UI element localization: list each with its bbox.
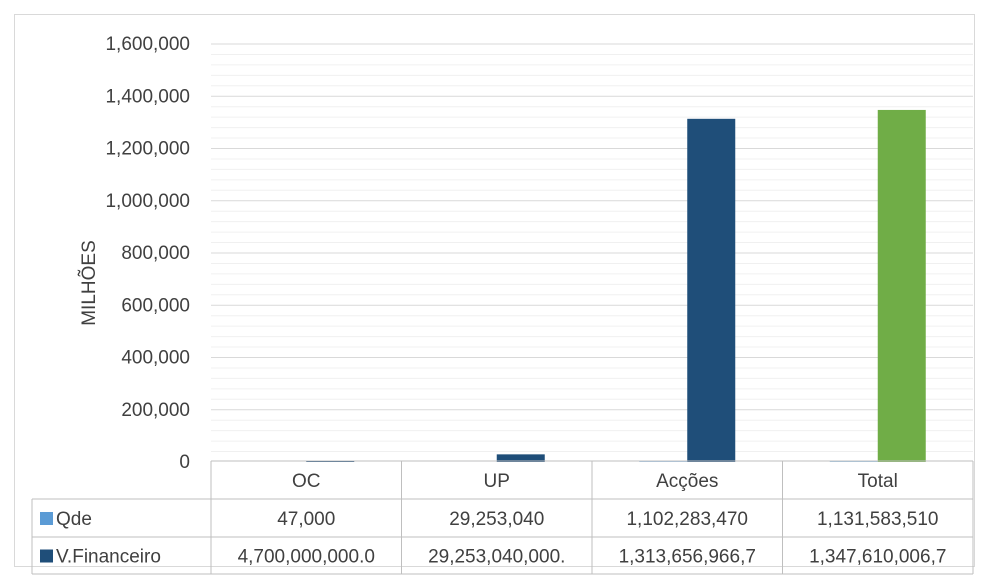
legend-label: V.Financeiro	[56, 547, 161, 568]
table-value: 1,313,656,966,7	[619, 547, 756, 568]
y-tick-label: 1,000,000	[105, 191, 190, 212]
y-tick-label: 400,000	[121, 348, 190, 369]
table-value: 4,700,000,000.0	[238, 547, 375, 568]
y-tick-label: 1,200,000	[105, 139, 190, 160]
table-value: 47,000	[277, 509, 335, 530]
y-axis-label: MILHÕES	[78, 240, 100, 326]
legend-label: Qde	[56, 509, 92, 530]
bar-v-financeiro	[687, 119, 735, 462]
category-label: UP	[484, 471, 510, 492]
y-tick-label: 1,400,000	[105, 86, 190, 107]
legend-key	[40, 550, 53, 563]
y-tick-label: 600,000	[121, 295, 190, 316]
category-label: Total	[858, 471, 898, 492]
y-tick-label: 200,000	[121, 400, 190, 421]
bar-total	[878, 110, 926, 462]
table-value: 1,131,583,510	[817, 509, 939, 530]
y-tick-label: 800,000	[121, 243, 190, 264]
table-value: 29,253,040	[449, 509, 544, 530]
legend-key	[40, 512, 53, 525]
category-label: OC	[292, 471, 321, 492]
table-value: 1,102,283,470	[626, 509, 748, 530]
y-tick-label: 1,600,000	[105, 34, 190, 55]
category-label: Acções	[656, 471, 718, 492]
y-tick-label: 0	[179, 452, 190, 473]
table-value: 1,347,610,006,7	[809, 547, 946, 568]
table-value: 29,253,040,000.	[428, 547, 565, 568]
